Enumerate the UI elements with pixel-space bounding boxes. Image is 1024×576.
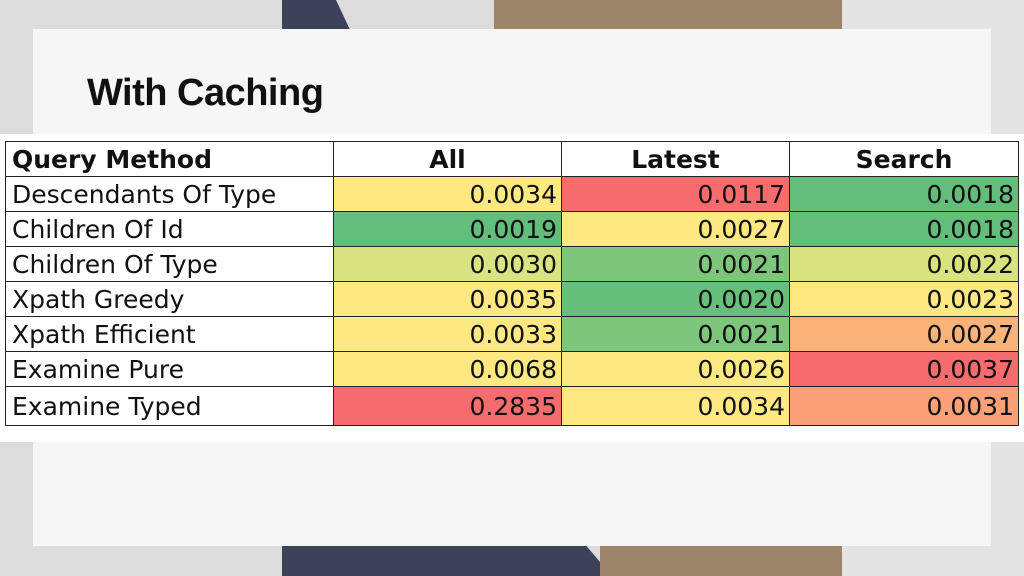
results-table-container: Query Method All Latest Search Descendan… — [0, 134, 1024, 442]
value-cell-search: 0.0018 — [789, 211, 1019, 247]
row-label: Children Of Type — [5, 246, 334, 282]
table-row: Children Of Type 0.0030 0.0021 0.0022 — [5, 246, 1019, 282]
value-cell-all: 0.0033 — [333, 316, 562, 352]
background-tan-bottom-band — [600, 545, 842, 576]
table-body: Descendants Of Type 0.0034 0.0117 0.0018 Chi… — [5, 176, 1019, 426]
value-cell-search: 0.0022 — [789, 246, 1019, 282]
background-tan-top-band — [494, 0, 842, 30]
table-row: Xpath Efficient 0.0033 0.0021 0.0027 — [5, 316, 1019, 352]
row-label: Xpath Efficient — [5, 316, 334, 352]
value-cell-all: 0.2835 — [333, 386, 562, 426]
column-header-query-method: Query Method — [5, 141, 334, 177]
value-cell-search: 0.0031 — [789, 386, 1019, 426]
table-row: Children Of Id 0.0019 0.0027 0.0018 — [5, 211, 1019, 247]
value-cell-latest: 0.0020 — [561, 281, 790, 317]
row-label: Examine Typed — [5, 386, 334, 426]
row-label: Xpath Greedy — [5, 281, 334, 317]
column-header-all: All — [333, 141, 562, 177]
results-table: Query Method All Latest Search Descendan… — [5, 141, 1019, 426]
table-row: Examine Pure 0.0068 0.0026 0.0037 — [5, 351, 1019, 387]
row-label: Examine Pure — [5, 351, 334, 387]
value-cell-latest: 0.0021 — [561, 316, 790, 352]
table-header-row: Query Method All Latest Search — [5, 141, 1019, 177]
row-label: Children Of Id — [5, 211, 334, 247]
column-header-search: Search — [789, 141, 1019, 177]
value-cell-search: 0.0037 — [789, 351, 1019, 387]
value-cell-all: 0.0034 — [333, 176, 562, 212]
column-header-latest: Latest — [561, 141, 790, 177]
table-row: Xpath Greedy 0.0035 0.0020 0.0023 — [5, 281, 1019, 317]
value-cell-all: 0.0035 — [333, 281, 562, 317]
row-label: Descendants Of Type — [5, 176, 334, 212]
table-row: Examine Typed 0.2835 0.0034 0.0031 — [5, 386, 1019, 426]
value-cell-latest: 0.0117 — [561, 176, 790, 212]
table-row: Descendants Of Type 0.0034 0.0117 0.0018 — [5, 176, 1019, 212]
value-cell-latest: 0.0021 — [561, 246, 790, 282]
background-navy-bottom-band — [282, 545, 612, 576]
value-cell-latest: 0.0027 — [561, 211, 790, 247]
slide-title: With Caching — [87, 72, 324, 114]
value-cell-all: 0.0068 — [333, 351, 562, 387]
value-cell-search: 0.0018 — [789, 176, 1019, 212]
value-cell-latest: 0.0026 — [561, 351, 790, 387]
value-cell-search: 0.0027 — [789, 316, 1019, 352]
value-cell-all: 0.0030 — [333, 246, 562, 282]
value-cell-latest: 0.0034 — [561, 386, 790, 426]
value-cell-all: 0.0019 — [333, 211, 562, 247]
value-cell-search: 0.0023 — [789, 281, 1019, 317]
